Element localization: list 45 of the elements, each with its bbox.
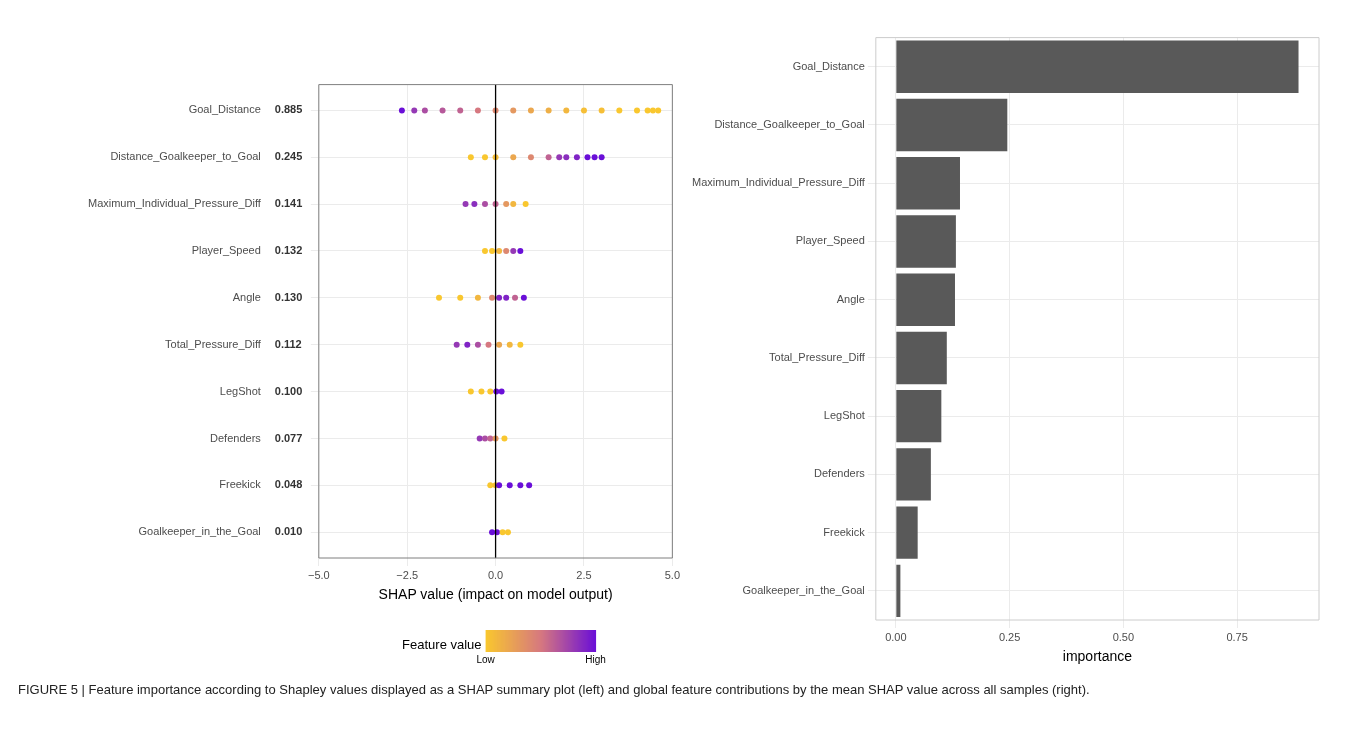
x-tick-label: 0.0 <box>487 568 504 581</box>
text: 0.245 <box>274 150 303 163</box>
y-tick-label: Maximum_Individual_Pressure_Diff <box>691 176 866 189</box>
x-tick-label: −5.0 <box>307 568 330 581</box>
caption: FIGURE 5 | Feature importance according to Shapley values displayed as a SHAP summary plot (left) and global feature contributions by the mean SHAP value across all samples (right). <box>17 681 1091 699</box>
text: 0.010 <box>274 525 303 538</box>
x-tick-label: 0.50 <box>1112 630 1135 643</box>
y-tick-label: Goalkeeper_in_the_Goal <box>138 525 261 538</box>
y-tick-label: Angle <box>836 292 865 305</box>
color-bar-title: Feature value <box>402 636 482 652</box>
y-tick-label: Player_Speed <box>795 234 865 247</box>
x-axis-title: SHAP value (impact on model output) <box>378 586 613 603</box>
text: 0.048 <box>274 478 303 491</box>
text: 0.132 <box>274 244 303 257</box>
color-bar-label: High <box>585 653 606 665</box>
y-tick-label: Distance_Goalkeeper_to_Goal <box>714 117 865 130</box>
y-tick-label: Player_Speed <box>191 244 261 257</box>
y-tick-label: Defenders <box>814 467 866 480</box>
text: 0.112 <box>274 337 302 350</box>
color-bar-label: Low <box>476 653 496 665</box>
y-tick-label: Goalkeeper_in_the_Goal <box>742 583 865 596</box>
y-tick-label: Goal_Distance <box>188 103 261 116</box>
text: 0.100 <box>274 384 303 397</box>
y-tick-label: Total_Pressure_Diff <box>769 350 866 363</box>
text: 0.141 <box>274 197 303 210</box>
y-tick-label: LegShot <box>219 384 261 397</box>
y-tick-label: Goal_Distance <box>792 59 865 72</box>
x-tick-label: 5.0 <box>664 568 680 581</box>
text: 0.885 <box>274 103 303 116</box>
x-tick-label: 0.75 <box>1226 630 1248 643</box>
x-tick-label: 0.25 <box>998 630 1021 643</box>
x-axis-title: importance <box>1062 648 1133 665</box>
y-tick-label: Freekick <box>219 478 262 491</box>
x-tick-label: 2.5 <box>576 568 592 581</box>
y-tick-label: Freekick <box>823 525 866 538</box>
y-tick-label: Total_Pressure_Diff <box>165 337 262 350</box>
x-tick-label: 0.00 <box>885 630 907 643</box>
y-tick-label: Defenders <box>210 431 262 444</box>
text: 0.077 <box>274 431 303 444</box>
y-tick-label: Angle <box>232 290 261 303</box>
y-tick-label: Distance_Goalkeeper_to_Goal <box>110 150 261 163</box>
x-tick-label: −2.5 <box>396 568 419 581</box>
y-tick-label: Maximum_Individual_Pressure_Diff <box>87 197 262 210</box>
y-tick-label: LegShot <box>823 409 865 422</box>
text: 0.130 <box>274 290 303 303</box>
